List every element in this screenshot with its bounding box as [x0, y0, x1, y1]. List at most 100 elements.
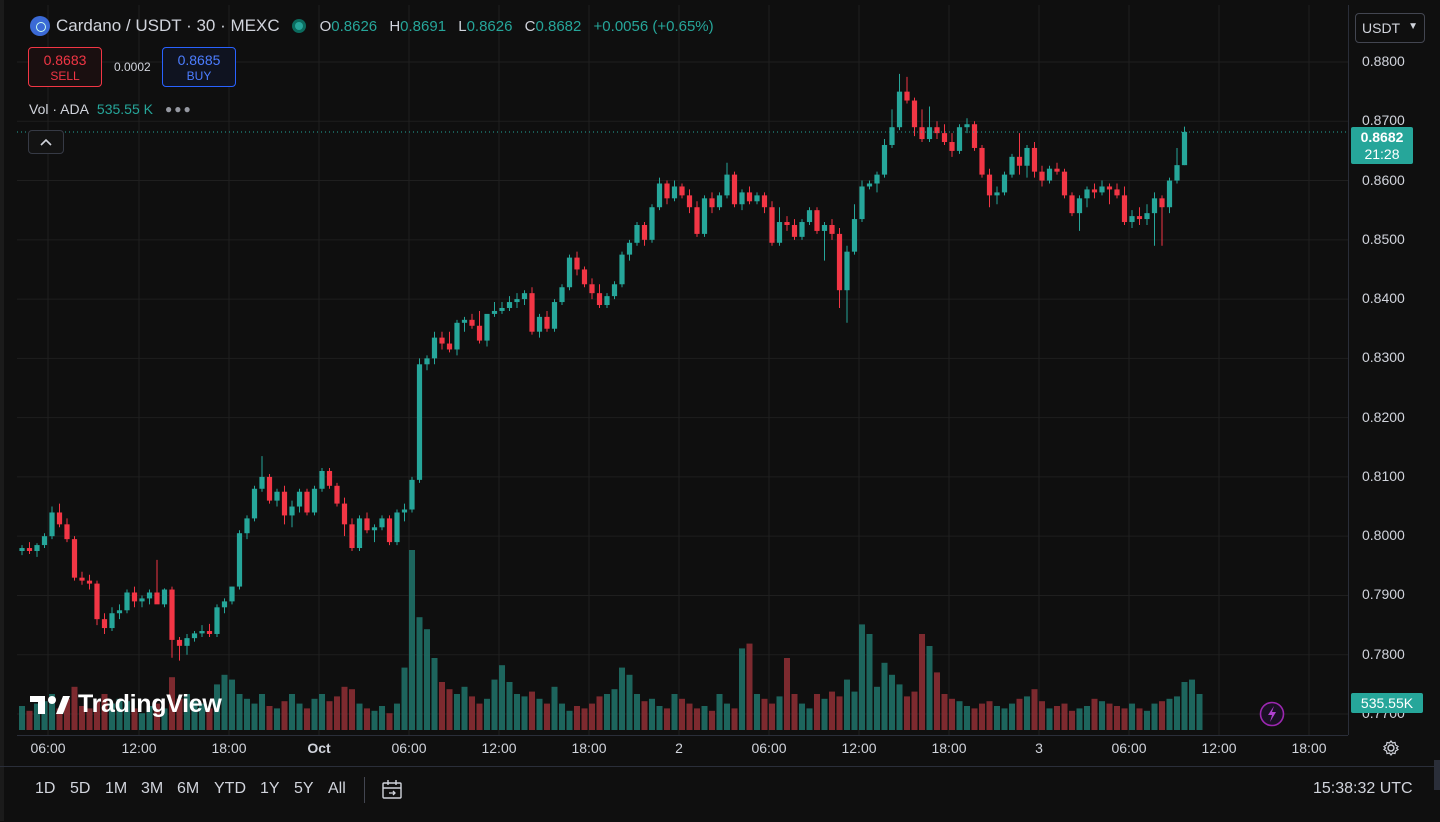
- volume-bar: [904, 696, 910, 730]
- volume-bar: [176, 698, 183, 730]
- change-value: +0.0056 (+0.65%): [593, 17, 714, 35]
- volume-bar: [311, 698, 318, 730]
- volume-bar: [1099, 701, 1105, 730]
- chart-pane[interactable]: [17, 5, 1348, 735]
- last-price-value: 0.8682: [1360, 129, 1404, 145]
- sell-button[interactable]: 0.8683 SELL: [28, 47, 102, 87]
- volume-bar: [349, 689, 355, 730]
- candle-body: [506, 302, 513, 308]
- time-tick-label: 12:00: [1201, 740, 1237, 756]
- candle-body: [611, 284, 618, 297]
- volume-bar: [461, 686, 468, 730]
- candle-body: [604, 296, 610, 306]
- volume-bar: [206, 708, 213, 730]
- volume-bar: [986, 701, 993, 730]
- currency-select[interactable]: USDT ▼: [1355, 13, 1425, 43]
- buy-button[interactable]: 0.8685 BUY: [162, 47, 236, 87]
- price-scale[interactable]: [1348, 5, 1440, 735]
- spread-value: 0.0002: [114, 60, 151, 74]
- volume-bar: [296, 703, 303, 730]
- range-button-3m[interactable]: 3M: [141, 780, 164, 797]
- volume-bar: [191, 701, 198, 730]
- range-button-1y[interactable]: 1Y: [260, 780, 280, 797]
- volume-bar: [799, 703, 805, 730]
- candle-body: [514, 299, 520, 303]
- volume-legend[interactable]: Vol · ADA 535.55 K ●●●: [29, 101, 193, 117]
- volume-bar: [386, 713, 393, 730]
- range-button-all[interactable]: All: [328, 780, 346, 797]
- volume-bar: [746, 643, 753, 730]
- candle-body: [1046, 168, 1053, 181]
- volume-bar: [281, 701, 288, 730]
- candle-body: [679, 186, 685, 196]
- tradingview-logo[interactable]: TradingView: [30, 690, 222, 719]
- volume-bar: [1181, 682, 1188, 730]
- utc-clock[interactable]: 15:38:32 UTC: [1313, 780, 1413, 797]
- lightning-icon[interactable]: [1259, 701, 1285, 727]
- volume-bar: [971, 708, 978, 730]
- price-tick-label: 0.8200: [1362, 408, 1405, 425]
- candle-body: [701, 198, 708, 234]
- calendar-icon[interactable]: [380, 778, 404, 802]
- candle-body: [566, 257, 573, 288]
- volume-bar: [1121, 708, 1128, 730]
- candle-body: [1151, 198, 1158, 214]
- candle-body: [859, 186, 865, 220]
- candle-body: [41, 536, 48, 546]
- volume-bar: [889, 674, 895, 730]
- time-tick-label: 2: [675, 740, 683, 756]
- candle-body: [431, 337, 438, 359]
- volume-bar: [829, 691, 835, 730]
- volume-bar: [551, 686, 558, 730]
- ohlc-values: O0.8626 H0.8691 L0.8626 C0.8682 +0.0056 …: [320, 18, 722, 35]
- volume-bar: [844, 679, 850, 730]
- candle-body: [461, 319, 468, 323]
- volume-bar: [334, 696, 340, 730]
- price-tick-label: 0.8300: [1362, 349, 1405, 366]
- volume-bar: [86, 708, 93, 730]
- more-options-icon[interactable]: ●●●: [164, 102, 193, 116]
- candle-body: [334, 485, 340, 504]
- volume-bar: [1031, 689, 1038, 730]
- candle-body: [1129, 216, 1135, 223]
- price-tick-label: 0.8800: [1362, 53, 1405, 69]
- volume-bar: [124, 701, 130, 730]
- candle-body: [881, 144, 888, 175]
- chevron-down-icon: ▼: [1408, 21, 1418, 32]
- volume-bar: [1159, 701, 1165, 730]
- range-button-6m[interactable]: 6M: [177, 780, 200, 797]
- time-tick-label: 12:00: [121, 740, 157, 756]
- time-axis-border: [17, 735, 1348, 736]
- candle-body: [371, 527, 378, 531]
- candle-body: [596, 293, 603, 306]
- candle-body: [926, 127, 933, 140]
- candle-body: [589, 284, 595, 294]
- candle-body: [574, 257, 580, 270]
- range-button-1d[interactable]: 1D: [35, 780, 56, 797]
- volume-bar: [1106, 703, 1113, 730]
- candle-body: [911, 100, 918, 128]
- range-button-1m[interactable]: 1M: [105, 780, 128, 797]
- gear-icon[interactable]: [1382, 739, 1400, 762]
- collapse-legend-button[interactable]: [28, 130, 64, 154]
- volume-bar: [491, 679, 498, 730]
- time-tick-label: 3: [1035, 740, 1043, 756]
- candle-body: [649, 207, 655, 240]
- candle-body: [214, 607, 220, 634]
- candle-body: [821, 225, 828, 231]
- candle-body: [64, 524, 70, 540]
- volume-bar: [701, 706, 708, 730]
- symbol-title[interactable]: Cardano / USDT · 30 · MEXC: [56, 16, 280, 35]
- volume-bar: [64, 698, 70, 730]
- volume-bar: [41, 701, 48, 730]
- price-chart[interactable]: [17, 5, 1348, 735]
- candle-body: [1061, 171, 1068, 196]
- volume-bar: [979, 703, 985, 730]
- candle-body: [1039, 171, 1045, 181]
- candle-body: [536, 316, 543, 332]
- range-button-5d[interactable]: 5D: [70, 780, 91, 797]
- candle-body: [236, 533, 243, 587]
- range-button-5y[interactable]: 5Y: [294, 780, 314, 797]
- symbol-legend[interactable]: Cardano / USDT · 30 · MEXC O0.8626 H0.86…: [30, 16, 722, 36]
- range-button-ytd[interactable]: YTD: [214, 780, 246, 797]
